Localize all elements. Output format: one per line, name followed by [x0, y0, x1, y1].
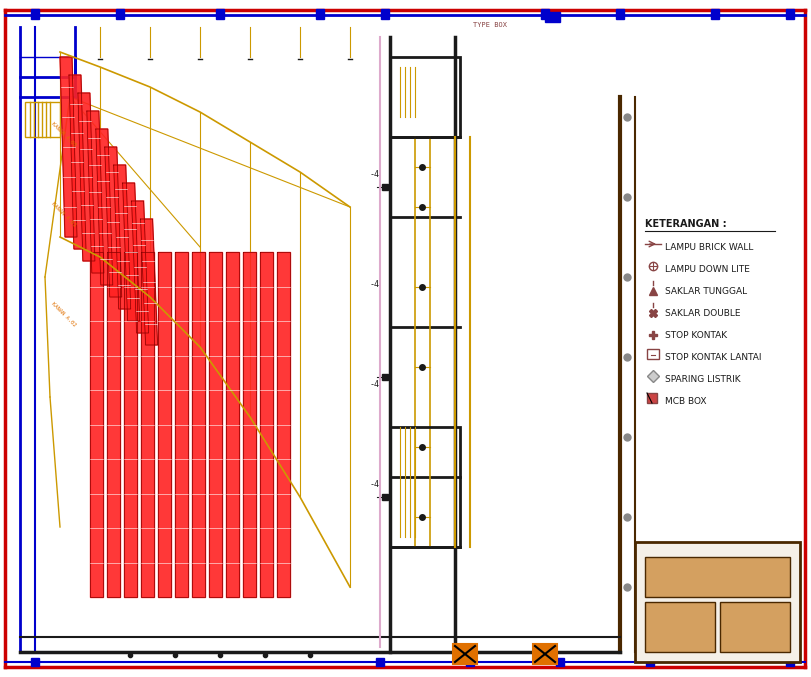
Bar — [786, 9, 794, 19]
Polygon shape — [114, 165, 131, 309]
Text: LAMPU BRICK WALL: LAMPU BRICK WALL — [665, 242, 753, 251]
Polygon shape — [209, 252, 222, 597]
Polygon shape — [105, 147, 122, 297]
Bar — [533, 644, 557, 664]
Polygon shape — [192, 252, 205, 597]
Bar — [390, 57, 460, 137]
Polygon shape — [87, 111, 104, 273]
Bar — [390, 427, 460, 547]
Bar — [786, 658, 794, 666]
Polygon shape — [158, 252, 171, 597]
Text: STOP KONTAK: STOP KONTAK — [665, 330, 727, 339]
Bar — [316, 9, 324, 19]
Text: SPARING LISTRIK: SPARING LISTRIK — [665, 374, 740, 383]
Text: SAKLAR DOUBLE: SAKLAR DOUBLE — [665, 309, 740, 318]
Text: KANAN A.00: KANAN A.00 — [50, 121, 76, 148]
Text: STOP KONTAK LANTAI: STOP KONTAK LANTAI — [665, 353, 762, 362]
Text: -4: -4 — [370, 170, 380, 179]
Bar — [647, 393, 657, 403]
Polygon shape — [124, 252, 137, 597]
Polygon shape — [277, 252, 290, 597]
Bar — [381, 9, 389, 19]
Bar — [645, 557, 790, 597]
Bar — [647, 349, 659, 359]
Bar — [645, 602, 715, 652]
Text: KANAN A.01: KANAN A.01 — [50, 202, 76, 228]
Bar — [31, 658, 39, 666]
Text: -4: -4 — [370, 280, 380, 289]
Polygon shape — [90, 252, 103, 597]
Polygon shape — [60, 57, 77, 237]
Polygon shape — [141, 252, 154, 597]
Bar — [453, 644, 477, 664]
Polygon shape — [140, 219, 157, 345]
Text: LAMPU DOWN LITE: LAMPU DOWN LITE — [665, 265, 750, 274]
Bar — [541, 9, 549, 19]
Polygon shape — [107, 252, 120, 597]
Bar — [31, 9, 39, 19]
Polygon shape — [69, 75, 86, 249]
Bar — [616, 9, 624, 19]
Bar — [711, 9, 719, 19]
Text: TYPE BOX: TYPE BOX — [473, 22, 507, 28]
Bar — [376, 658, 384, 666]
Polygon shape — [122, 183, 139, 321]
Text: -4: -4 — [370, 480, 380, 489]
Bar — [216, 9, 224, 19]
Bar — [556, 658, 564, 666]
Bar — [635, 542, 800, 662]
Bar — [545, 12, 560, 22]
Text: KETERANGAN :: KETERANGAN : — [645, 219, 727, 229]
Polygon shape — [175, 252, 188, 597]
Text: MCB BOX: MCB BOX — [665, 397, 706, 406]
Bar — [116, 9, 124, 19]
Bar — [646, 658, 654, 666]
Text: SAKLAR TUNGGAL: SAKLAR TUNGGAL — [665, 286, 747, 295]
Text: KANAN A.02: KANAN A.02 — [50, 301, 76, 328]
Polygon shape — [131, 201, 148, 333]
Polygon shape — [226, 252, 239, 597]
Polygon shape — [243, 252, 256, 597]
Bar — [720, 602, 790, 652]
Text: -4: -4 — [370, 380, 380, 389]
Polygon shape — [96, 129, 113, 285]
Polygon shape — [260, 252, 273, 597]
Bar — [25, 102, 60, 137]
Polygon shape — [78, 93, 95, 261]
Bar — [466, 658, 474, 666]
